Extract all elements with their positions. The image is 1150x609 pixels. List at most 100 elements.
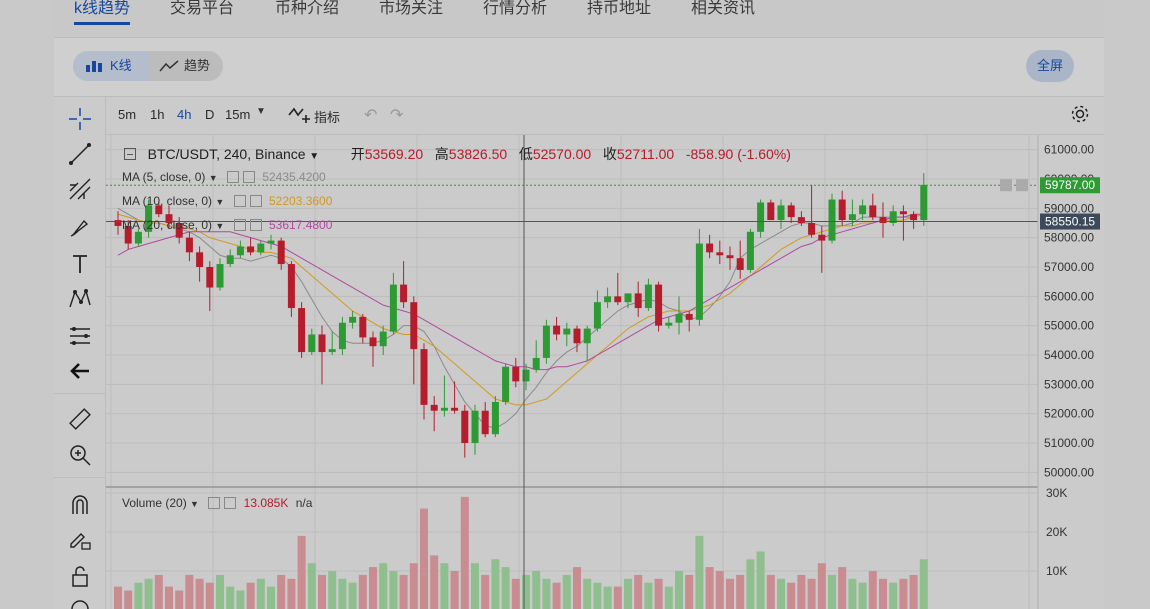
- ma20-value: 53617.4800: [269, 218, 333, 232]
- volume-bar: [154, 574, 163, 609]
- ruler-tool-icon[interactable]: [68, 407, 92, 431]
- text-tool-icon[interactable]: [68, 252, 92, 276]
- volume-bar: [562, 574, 571, 609]
- volume-bar: [838, 567, 847, 609]
- candle-down: [481, 410, 489, 435]
- volume-legend[interactable]: Volume (20) ▼ 13.085K n/a: [122, 496, 312, 510]
- ma20-line: [117, 213, 924, 371]
- fullscreen-button[interactable]: 全屏: [1026, 50, 1074, 82]
- volume-visibility-icon[interactable]: [208, 497, 221, 509]
- nav-item-holder-addresses[interactable]: 持币地址: [587, 0, 652, 17]
- ma20-legend[interactable]: MA (20, close, 0) ▼ 53617.4800: [122, 218, 332, 232]
- fib-tool-icon[interactable]: [68, 177, 92, 201]
- back-arrow-icon[interactable]: [68, 359, 92, 383]
- lock-drawing-icon[interactable]: [68, 527, 92, 551]
- price-tick-label: 54000.00: [1044, 348, 1094, 362]
- candle-down: [767, 202, 775, 221]
- ma20-dropdown-icon[interactable]: ▼: [215, 221, 225, 231]
- price-chart[interactable]: 61000.0060000.0059000.0058000.0057000.00…: [106, 135, 1104, 609]
- pattern-tool-icon[interactable]: [68, 287, 92, 311]
- crosshair-tool-icon[interactable]: [68, 107, 92, 131]
- undo-icon[interactable]: ↶: [364, 107, 378, 124]
- volume-bar: [532, 571, 541, 609]
- settings-gear-icon[interactable]: [1069, 103, 1091, 130]
- volume-bar: [919, 559, 928, 609]
- ma20-remove-icon[interactable]: [249, 219, 262, 231]
- eye-icon[interactable]: [68, 597, 92, 609]
- candle-up: [338, 322, 346, 350]
- volume-dropdown-icon[interactable]: ▼: [190, 499, 199, 509]
- nav-item-market-analysis[interactable]: 行情分析: [483, 0, 548, 17]
- ma10-remove-icon[interactable]: [249, 195, 262, 207]
- last-price-label: 59787.00: [1045, 178, 1095, 192]
- volume-bar: [889, 582, 898, 609]
- brush-tool-icon[interactable]: [68, 215, 92, 239]
- redo-icon[interactable]: ↷: [390, 107, 404, 124]
- indicators-button[interactable]: 指标: [314, 110, 341, 125]
- ma5-dropdown-icon[interactable]: ▼: [208, 173, 218, 183]
- interval-5m[interactable]: 5m: [118, 107, 137, 122]
- ma20-visibility-icon[interactable]: [233, 219, 246, 231]
- candle-up: [542, 325, 550, 358]
- candle-down: [716, 252, 724, 256]
- lock-icon[interactable]: [68, 564, 92, 588]
- price-tick-label: 61000.00: [1044, 143, 1094, 157]
- price-scale-settings-icon: [1016, 179, 1028, 192]
- volume-bar: [858, 582, 867, 609]
- nav-item-kline-trend[interactable]: k线趋势: [74, 0, 131, 17]
- ma10-dropdown-icon[interactable]: ▼: [215, 197, 225, 207]
- ma10-visibility-icon[interactable]: [233, 195, 246, 207]
- volume-bar: [777, 578, 785, 609]
- volume-bar: [409, 563, 418, 609]
- candle-down: [899, 211, 907, 215]
- trendline-tool-icon[interactable]: [68, 142, 92, 166]
- close-value: 52711.00: [616, 146, 675, 162]
- interval-4h[interactable]: 4h: [177, 107, 192, 122]
- nav-item-coin-intro[interactable]: 币种介绍: [275, 0, 340, 17]
- candle-up: [236, 246, 244, 256]
- volume-bar: [756, 551, 765, 609]
- kline-view-button[interactable]: K线: [73, 51, 149, 81]
- volume-remove-icon[interactable]: [224, 497, 237, 509]
- volume-bar: [328, 571, 337, 609]
- candle-down: [206, 267, 214, 288]
- candle-down: [869, 205, 877, 218]
- measure-lines-tool-icon[interactable]: [68, 324, 92, 348]
- candle-up: [226, 255, 234, 265]
- interval-1d[interactable]: D: [205, 107, 215, 122]
- volume-bar: [226, 586, 235, 609]
- indicators-icon[interactable]: [287, 103, 311, 130]
- collapse-legend-icon[interactable]: [124, 148, 136, 160]
- nav-item-related-news[interactable]: 相关资讯: [691, 0, 756, 17]
- symbol-dropdown-chevron-icon[interactable]: ▼: [309, 151, 320, 162]
- ma5-remove-icon[interactable]: [242, 171, 255, 183]
- candle-up: [777, 205, 785, 221]
- candle-down: [797, 217, 805, 223]
- symbol-title[interactable]: BTC/USDT, 240, Binance: [147, 146, 306, 162]
- candle-up: [471, 410, 479, 443]
- candle-down: [359, 316, 367, 338]
- volume-bar: [318, 574, 326, 609]
- candle-up: [308, 334, 316, 353]
- interval-dropdown-chevron-icon[interactable]: ▼: [256, 106, 266, 117]
- trend-view-button[interactable]: 趋势: [159, 51, 210, 81]
- price-tick-label: 52000.00: [1044, 407, 1094, 421]
- candle-down: [655, 284, 663, 326]
- page-container: k线趋势 交易平台 币种介绍 市场关注 行情分析 持币地址 相关资讯 K线 趋势: [54, 0, 1104, 609]
- volume-bar: [817, 563, 826, 609]
- nav-item-market-focus[interactable]: 市场关注: [379, 0, 444, 17]
- candle-up: [502, 366, 510, 402]
- volume-bar: [552, 582, 561, 609]
- ma5-label: MA (5, close, 0): [122, 170, 206, 184]
- zoom-in-icon[interactable]: [68, 443, 92, 467]
- interval-1h[interactable]: 1h: [150, 107, 165, 122]
- ma10-legend[interactable]: MA (10, close, 0) ▼ 52203.3600: [122, 194, 332, 208]
- magnet-icon[interactable]: [68, 492, 92, 516]
- ma5-legend[interactable]: MA (5, close, 0) ▼ 52435.4200: [122, 170, 326, 184]
- volume-bar: [267, 586, 275, 609]
- interval-15m[interactable]: 15m: [225, 107, 251, 122]
- ma5-visibility-icon[interactable]: [226, 171, 239, 183]
- price-tick-label: 53000.00: [1044, 377, 1094, 391]
- nav-item-exchanges[interactable]: 交易平台: [170, 0, 235, 17]
- high-label: 高: [434, 146, 449, 162]
